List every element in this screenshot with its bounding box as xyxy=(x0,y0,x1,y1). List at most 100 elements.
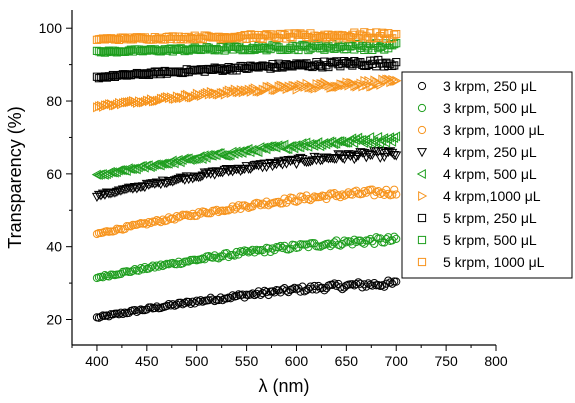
data-point xyxy=(228,291,237,300)
data-point xyxy=(131,164,141,175)
data-point xyxy=(360,280,369,289)
legend-label: 4 krpm, 250 μL xyxy=(443,144,537,160)
legend-marker xyxy=(418,190,428,202)
data-point xyxy=(263,141,273,152)
data-point xyxy=(182,210,191,219)
data-point xyxy=(355,135,365,146)
data-point xyxy=(153,178,164,188)
data-point xyxy=(253,147,263,158)
data-point xyxy=(388,279,397,288)
data-point xyxy=(372,233,381,242)
data-point xyxy=(347,150,358,160)
data-point xyxy=(270,288,279,297)
y-tick-label: 60 xyxy=(46,166,62,182)
data-point xyxy=(154,216,163,226)
data-point xyxy=(386,278,395,287)
data-point xyxy=(196,296,205,305)
legend-marker xyxy=(417,213,427,223)
data-point xyxy=(216,293,225,302)
data-point xyxy=(390,76,400,87)
data-point xyxy=(214,207,223,217)
data-point xyxy=(392,29,401,39)
data-point xyxy=(142,305,151,314)
data-point xyxy=(134,266,143,275)
data-point xyxy=(157,176,168,186)
data-point xyxy=(193,153,203,164)
data-point xyxy=(232,203,241,212)
data-point xyxy=(248,245,257,254)
data-point xyxy=(368,281,377,290)
data-point xyxy=(114,225,123,234)
series-7 xyxy=(92,55,401,83)
data-point xyxy=(392,75,402,86)
data-point xyxy=(280,194,289,203)
data-point xyxy=(152,261,161,270)
data-point xyxy=(290,283,299,292)
data-point xyxy=(98,273,108,282)
data-point xyxy=(166,301,175,310)
data-point xyxy=(300,287,309,296)
data-point xyxy=(360,186,369,196)
x-tick-label: 600 xyxy=(285,353,309,369)
axes: 400 450 500 550 600 650 700 750 800 20 40 60 80 100 xyxy=(39,10,508,369)
data-point xyxy=(320,286,329,295)
data-point xyxy=(146,303,155,312)
y-tick-label: 100 xyxy=(39,20,63,36)
data-point xyxy=(388,190,397,199)
data-point xyxy=(180,299,189,308)
legend-label: 3 krpm, 250 μL xyxy=(443,78,537,94)
y-tick-label: 20 xyxy=(46,312,62,328)
data-point xyxy=(281,144,291,155)
x-tick-label: 750 xyxy=(434,353,458,369)
data-point xyxy=(344,188,353,197)
data-point xyxy=(391,151,402,161)
data-point xyxy=(341,151,352,161)
data-point xyxy=(214,254,223,263)
data-point xyxy=(177,174,188,184)
data-point xyxy=(376,189,385,199)
data-point xyxy=(208,253,217,262)
data-point xyxy=(345,152,356,162)
data-point xyxy=(363,149,374,159)
data-point xyxy=(150,303,159,313)
y-tick-label: 40 xyxy=(46,239,62,255)
data-point xyxy=(284,196,293,205)
legend-label: 5 krpm, 1000 μL xyxy=(443,254,545,270)
data-point xyxy=(196,209,205,218)
data-point xyxy=(160,260,169,270)
data-point xyxy=(154,262,163,271)
legend-marker xyxy=(417,257,427,267)
y-tick-label: 80 xyxy=(46,93,62,109)
data-point xyxy=(292,197,301,206)
data-point xyxy=(200,207,209,217)
data-point xyxy=(105,166,115,177)
series-9 xyxy=(92,28,401,45)
data-point xyxy=(279,139,289,150)
data-point xyxy=(350,235,359,244)
data-point xyxy=(282,286,291,295)
data-point xyxy=(184,297,193,307)
data-point xyxy=(352,237,361,247)
data-point xyxy=(109,188,120,198)
data-point xyxy=(282,198,291,207)
data-point xyxy=(380,190,389,199)
data-point xyxy=(328,280,337,289)
data-point xyxy=(152,215,161,225)
data-point xyxy=(258,246,267,255)
x-tick-label: 500 xyxy=(185,353,209,369)
data-point xyxy=(314,281,323,291)
data-point xyxy=(330,279,339,288)
data-point xyxy=(358,189,367,198)
data-point xyxy=(117,165,127,176)
data-point xyxy=(340,236,349,245)
data-point xyxy=(172,300,181,309)
data-point xyxy=(148,261,157,270)
series-6 xyxy=(93,74,402,113)
data-point xyxy=(363,138,373,149)
data-point xyxy=(104,272,114,281)
x-tick-label: 550 xyxy=(235,353,259,369)
data-point xyxy=(168,300,177,309)
data-point xyxy=(193,173,204,183)
data-point xyxy=(351,152,362,162)
data-point xyxy=(175,157,185,168)
